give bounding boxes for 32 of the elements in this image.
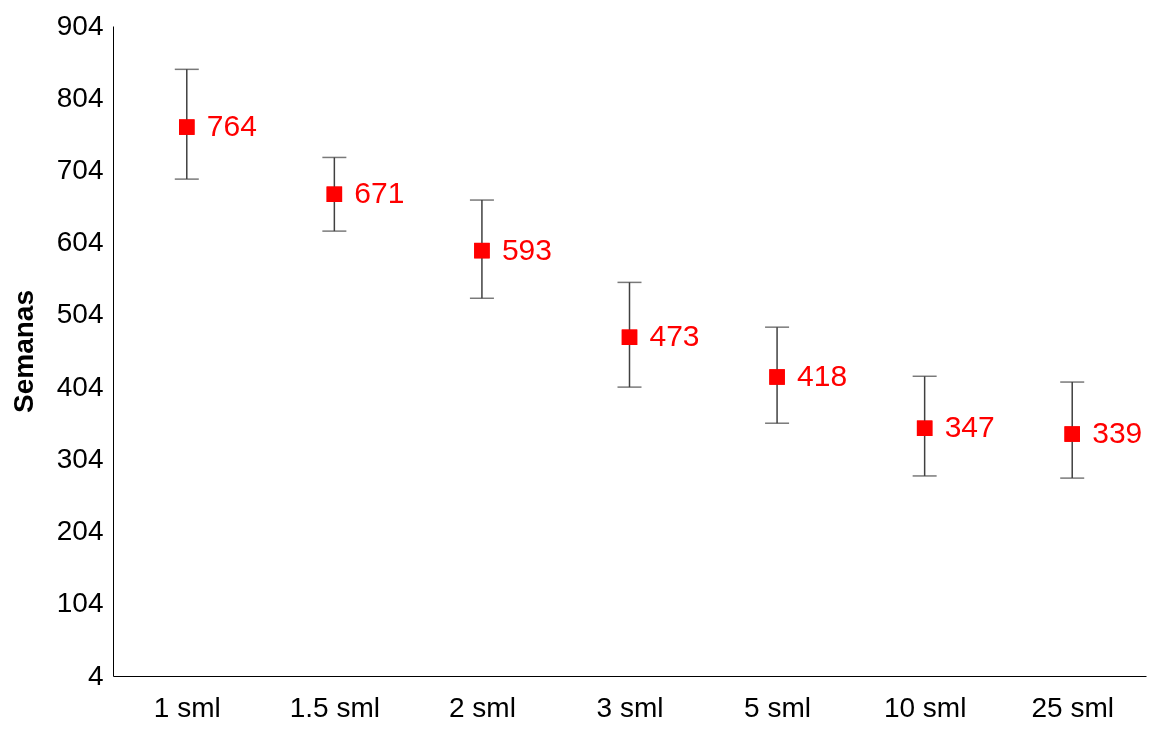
data-label: 473 [649, 319, 700, 353]
x-tick-label: 3 sml [596, 691, 664, 723]
point [621, 329, 638, 346]
point [179, 119, 195, 135]
x-tick-label: 1 sml [153, 691, 221, 723]
y-axis-title: Semanas [7, 290, 39, 413]
point [916, 420, 933, 437]
y-tick-label: 504 [56, 298, 104, 330]
x-tick-label: 25 sml [1031, 691, 1114, 723]
point [769, 369, 785, 385]
y-tick-label: 404 [56, 370, 104, 402]
y-tick-label: 904 [56, 9, 104, 41]
x-tick-label: 1.5 sml [289, 691, 380, 723]
y-tick-label: 704 [56, 153, 104, 185]
point [326, 186, 343, 203]
data-label: 671 [354, 176, 405, 210]
data-label: 339 [1092, 416, 1143, 450]
y-tick-label: 4 [87, 659, 104, 691]
data-label: 764 [206, 109, 257, 143]
data-label: 347 [944, 410, 995, 444]
y-tick-label: 804 [56, 81, 104, 113]
x-tick-label: 5 sml [744, 691, 812, 723]
y-tick-label: 304 [56, 442, 104, 474]
data-label: 418 [797, 359, 848, 392]
point [1064, 426, 1080, 442]
y-tick-label: 204 [56, 515, 104, 547]
x-tick-label: 10 sml [883, 691, 967, 723]
x-tick-label: 2 sml [448, 691, 516, 723]
y-tick-label: 104 [56, 587, 104, 619]
data-label: 593 [501, 232, 552, 266]
y-tick-label: 604 [56, 226, 104, 258]
point [474, 242, 490, 259]
